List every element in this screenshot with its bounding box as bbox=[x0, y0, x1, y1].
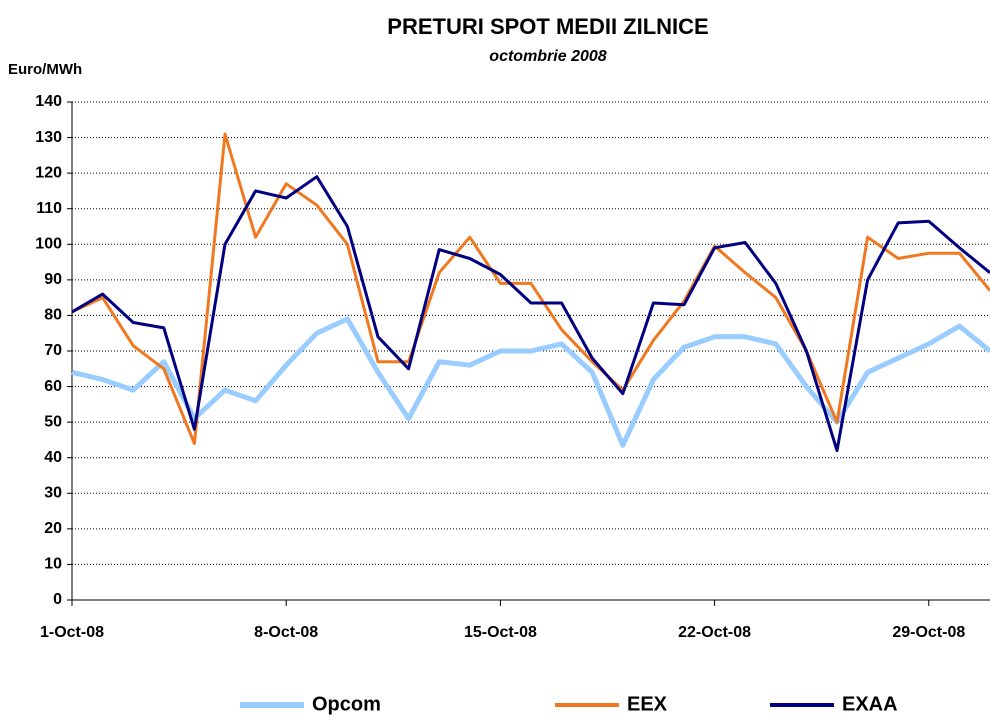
chart-title: PRETURI SPOT MEDII ZILNICE bbox=[387, 14, 708, 39]
y-tick-label: 130 bbox=[35, 129, 62, 146]
y-tick-label: 100 bbox=[35, 236, 62, 253]
series-line bbox=[71, 175, 990, 453]
y-tick-label: 20 bbox=[44, 520, 62, 537]
y-tick-label: 70 bbox=[44, 342, 62, 359]
series-line bbox=[71, 132, 990, 445]
y-tick-label: 90 bbox=[44, 271, 62, 288]
y-tick-label: 80 bbox=[44, 307, 62, 324]
y-tick-label: 120 bbox=[35, 164, 62, 181]
y-tick-label: 60 bbox=[44, 378, 62, 395]
y-tick-label: 10 bbox=[44, 556, 62, 573]
x-tick-label: 8-Oct-08 bbox=[254, 624, 318, 641]
y-tick-label: 30 bbox=[44, 485, 62, 502]
y-tick-label: 140 bbox=[35, 93, 62, 110]
legend-label: EEX bbox=[627, 693, 668, 715]
x-tick-label: 22-Oct-08 bbox=[678, 624, 751, 641]
y-tick-label: 40 bbox=[44, 449, 62, 466]
y-tick-label: 50 bbox=[44, 413, 62, 430]
legend-label: Opcom bbox=[312, 693, 381, 715]
y-tick-label: 0 bbox=[53, 591, 62, 608]
y-tick-label: 110 bbox=[36, 200, 62, 217]
legend-label: EXAA bbox=[842, 693, 898, 715]
x-tick-label: 15-Oct-08 bbox=[464, 624, 537, 641]
x-tick-label: 1-Oct-08 bbox=[40, 624, 104, 641]
x-tick-label: 29-Oct-08 bbox=[892, 624, 965, 641]
y-axis-label: Euro/MWh bbox=[8, 61, 82, 78]
chart-subtitle: octombrie 2008 bbox=[489, 48, 606, 65]
